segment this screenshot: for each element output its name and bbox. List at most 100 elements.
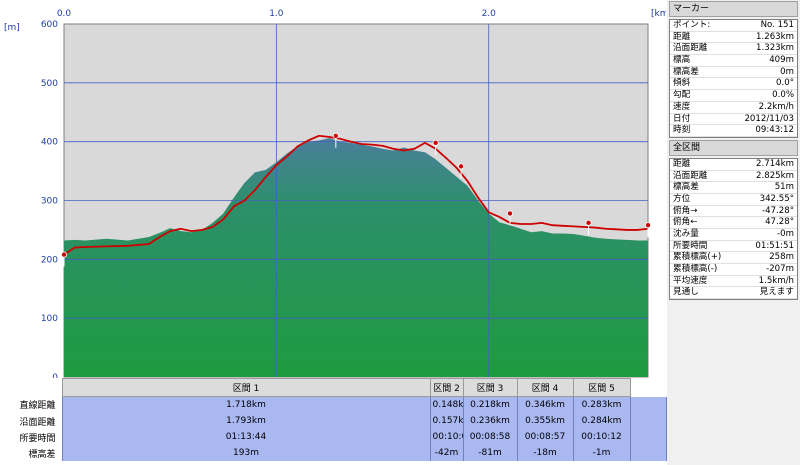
table-row: 直線距離 1.718km 0.148km 0.218km 0.346km 0.2… [0, 396, 667, 413]
total-info-label: 距離 [673, 158, 691, 169]
marker-info-label: 勾配 [673, 90, 691, 101]
table-cell: 00:10:12 [572, 429, 631, 445]
total-info-label: 標高差 [673, 182, 699, 193]
marker-info-label: 標高差 [673, 66, 699, 77]
row-label: 沿面距離 [0, 413, 62, 429]
marker-info-row: 時刻 09:43:12 [670, 125, 797, 137]
marker-info-value: 1.263km [756, 31, 794, 42]
table-cell: 193m [61, 445, 431, 461]
row-label: 標高差 [0, 445, 62, 461]
marker-info-row: 標高 409m [670, 55, 797, 67]
total-info-row: 方位 342.55° [670, 194, 797, 206]
total-info-row: 距離 2.714km [670, 159, 797, 171]
info-side-panel: マーカー ポイント: No. 151 距離 1.263km 沿面距離 1.323km 標高 4… [667, 0, 800, 465]
segment-header[interactable]: 区間 1 [61, 378, 431, 397]
marker-info-value: 0m [780, 66, 794, 77]
total-info-label: 所要時間 [673, 240, 708, 251]
total-info-row: 俯角→ -47.28° [670, 206, 797, 218]
total-info-value: 01:51:51 [755, 240, 794, 251]
table-cell: 0.283km [572, 396, 631, 413]
marker-info-row: 勾配 0.0% [670, 90, 797, 102]
total-info-row: 俯角← 47.28° [670, 217, 797, 229]
y-unit-label: [m] [4, 23, 20, 33]
total-info-label: 見通し [673, 287, 699, 298]
total-info-value: 47.28° [765, 217, 794, 228]
y-tick-label: 600 [41, 20, 58, 30]
marker-info-row: 速度 2.2km/h [670, 102, 797, 114]
table-cell: 0.284km [572, 413, 631, 429]
total-info-label: 累積標高(-) [673, 264, 718, 275]
total-info-label: 方位 [673, 193, 691, 204]
table-cell: 00:08:58 [462, 429, 518, 445]
total-info-value: 51m [774, 182, 794, 193]
marker-pin [61, 251, 68, 258]
x-tick-label: 1.0 [269, 9, 284, 19]
terrain-area [64, 138, 648, 377]
table-cell: 0.218km [462, 396, 518, 413]
table-cell: -81m [462, 445, 518, 461]
marker-pin [458, 163, 465, 170]
total-info-row: 沈み量 -0m [670, 229, 797, 241]
total-info-row: 沿面距離 2.825km [670, 171, 797, 183]
marker-panel-title: マーカー [669, 1, 798, 17]
table-cell: 0.157km [429, 413, 464, 429]
total-info-value: 1.5km/h [758, 275, 794, 286]
table-cell: 0.355km [516, 413, 574, 429]
marker-pin [585, 219, 592, 226]
table-cell: 0.236km [462, 413, 518, 429]
table-row: 所要時間 01:13:44 00:10:00 00:08:58 00:08:57… [0, 429, 667, 445]
x-tick-label: 2.0 [482, 9, 497, 19]
y-tick-label: 0 [52, 373, 58, 378]
table-cell: 1.793km [61, 413, 431, 429]
segment-header[interactable]: 区間 4 [516, 378, 574, 397]
marker-info-label: 距離 [673, 31, 691, 42]
marker-info-value: No. 151 [760, 20, 794, 30]
table-cell: -18m [516, 445, 574, 461]
marker-info-label: 標高 [673, 55, 691, 66]
total-info-label: 俯角→ [673, 205, 698, 216]
marker-info-label: ポイント: [673, 20, 711, 30]
total-info-value: -47.28° [762, 205, 794, 216]
total-info-row: 累積標高(-) -207m [670, 264, 797, 276]
x-unit-label: [km] [651, 9, 666, 19]
total-info-value: 2.714km [756, 158, 794, 169]
total-info-label: 沈み量 [673, 229, 699, 239]
total-info-value: 2.825km [756, 170, 794, 181]
total-info-row: 標高差 51m [670, 182, 797, 194]
marker-pin [645, 222, 652, 229]
total-info-label: 俯角← [673, 217, 698, 228]
marker-info-label: 速度 [673, 101, 691, 112]
y-tick-label: 400 [41, 138, 58, 148]
marker-info-label: 時刻 [673, 125, 691, 136]
total-info-row: 累積標高(+) 258m [670, 252, 797, 265]
y-tick-label: 300 [41, 197, 58, 207]
marker-pin [432, 139, 439, 146]
total-panel-title: 全区間 [669, 139, 798, 156]
table-row: 沿面距離 1.793km 0.157km 0.236km 0.355km 0.2… [0, 413, 667, 429]
y-tick-label: 500 [41, 79, 58, 89]
marker-info-label: 沿面距離 [673, 43, 708, 54]
total-info-value: 258m [769, 252, 794, 263]
segment-header[interactable]: 区間 3 [462, 378, 518, 397]
marker-info-value: 0.0° [776, 78, 794, 89]
segment-header[interactable]: 区間 5 [572, 378, 631, 397]
total-info-row: 見通し 見えます [670, 287, 797, 300]
table-cell: 0.148km [429, 396, 464, 413]
total-info-box: 距離 2.714km 沿面距離 2.825km 標高差 51m 方位 342.55° 俯角→ -4… [669, 157, 798, 301]
marker-info-value: 0.0% [772, 90, 794, 101]
total-info-value: 見えます [759, 287, 794, 298]
marker-info-row: 傾斜 0.0° [670, 78, 797, 91]
row-label: 直線距離 [0, 396, 62, 413]
marker-info-row: 日付 2012/11/03 [670, 114, 797, 126]
table-cell: 01:13:44 [61, 429, 431, 445]
total-info-row: 所要時間 01:51:51 [670, 241, 797, 253]
segment-header[interactable]: 区間 2 [429, 378, 464, 397]
segment-table: 区間 1 区間 2 区間 3 区間 4 区間 5 直線距離 1.718km 0.… [0, 378, 667, 465]
table-cell: 1.718km [61, 396, 431, 413]
marker-info-value: 2012/11/03 [744, 113, 794, 124]
marker-pin [332, 132, 339, 139]
marker-info-label: 傾斜 [673, 78, 691, 89]
total-info-value: -207m [766, 264, 794, 275]
